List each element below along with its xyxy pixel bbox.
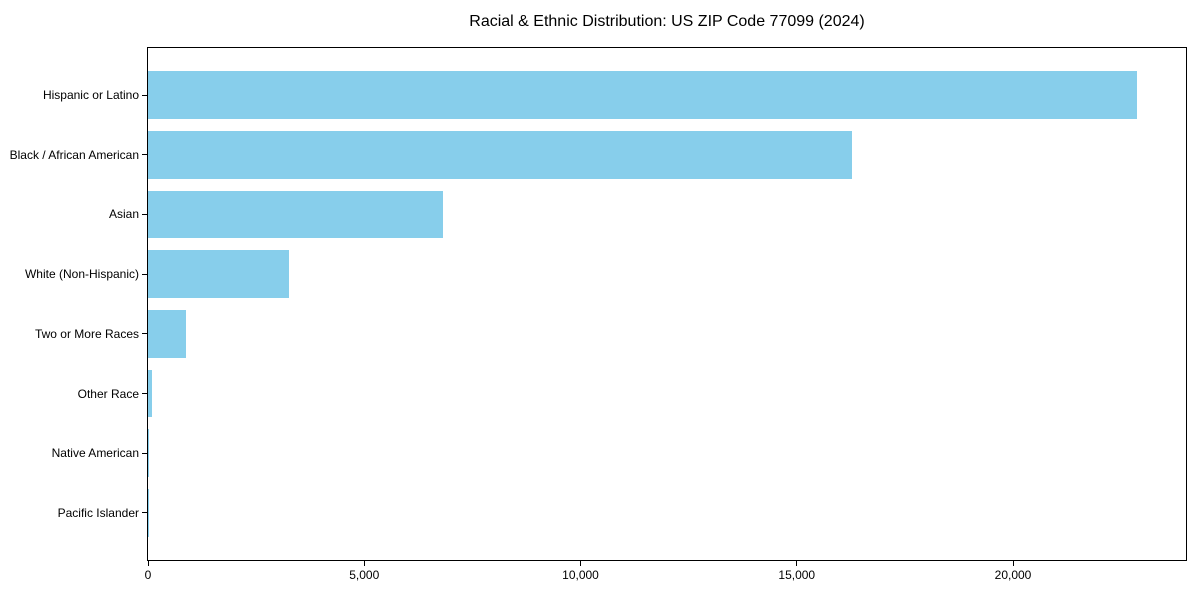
y-axis-category-label: White (Non-Hispanic) (24, 267, 139, 282)
x-tick (363, 561, 365, 566)
bar (148, 429, 150, 478)
y-tick (142, 512, 147, 514)
x-tick (580, 561, 581, 566)
y-tick (142, 393, 147, 394)
y-tick (142, 452, 147, 454)
bar (148, 309, 187, 358)
y-tick (142, 333, 147, 335)
y-axis-category-label: Hispanic or Latino (42, 88, 139, 103)
y-tick (142, 154, 147, 156)
y-tick (142, 273, 147, 275)
x-tick-label: 0 (144, 568, 152, 582)
x-tick-label: 10,000 (562, 568, 599, 582)
bar (148, 369, 152, 418)
bar (148, 190, 444, 239)
x-tick-label: 20,000 (994, 568, 1032, 582)
y-axis-category-label: Black / African American (9, 147, 139, 162)
bar (148, 71, 1137, 119)
y-axis-category-label: Other Race (77, 386, 139, 401)
y-tick (142, 213, 147, 215)
y-axis-category-label: Asian (108, 207, 139, 222)
chart-title: Racial & Ethnic Distribution: US ZIP Cod… (469, 13, 865, 30)
bar (148, 130, 852, 179)
x-tick (1012, 561, 1014, 566)
y-tick (142, 94, 147, 96)
plot-area (147, 47, 1187, 561)
y-axis-category-label: Pacific Islander (57, 505, 139, 520)
x-tick (147, 561, 149, 566)
y-axis-category-label: Native American (51, 446, 139, 461)
x-tick (796, 561, 798, 566)
x-tick-label: 5,000 (349, 568, 380, 582)
bar (148, 250, 290, 299)
y-axis-category-label: Two or More Races (34, 326, 139, 341)
x-tick-label: 15,000 (778, 568, 816, 582)
